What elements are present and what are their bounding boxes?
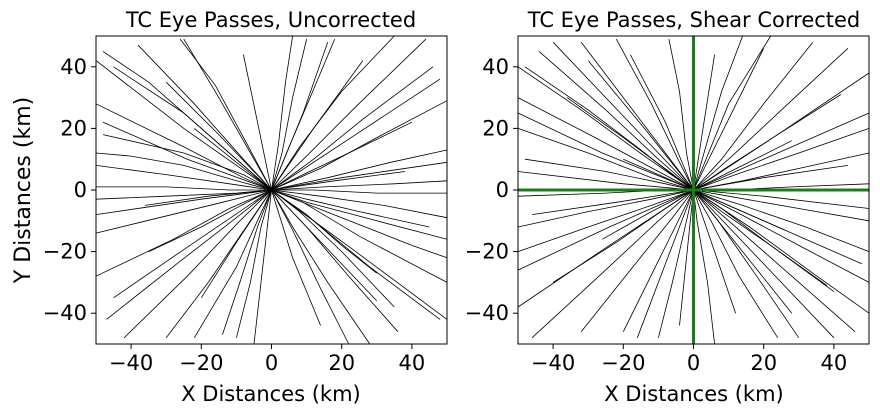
panel-shear-corrected-x-axis-label: X Distances (km) [604,382,784,406]
y-tick-label: −20 [43,240,87,264]
eye-pass-track-12 [531,48,849,339]
y-tick-label: −40 [43,301,87,325]
panel-uncorrected: TC Eye Passes, Uncorrected −40 −20 0 20 40 −… [43,8,448,406]
x-tick-label: −40 [109,351,153,375]
shared-y-axis-label: Y Distances (km) [11,97,36,284]
eye-pass-track-17 [148,121,413,252]
y-tick-label: −40 [465,301,509,325]
eye-pass-track-26 [102,121,448,259]
x-tick-label: 20 [328,351,355,375]
panel-uncorrected-x-ticks: −40 −20 0 20 40 [109,344,425,375]
y-tick-label: 20 [482,116,509,140]
y-tick-label: 0 [496,178,509,202]
eye-pass-track-28 [623,158,785,231]
x-tick-label: 40 [399,351,426,375]
x-tick-label: 20 [750,351,777,375]
eye-pass-track-17 [524,66,835,292]
x-tick-label: 0 [265,351,278,375]
y-tick-label: 40 [482,55,509,79]
x-tick-label: 40 [821,351,848,375]
y-tick-label: 20 [60,116,87,140]
panel-shear-corrected-x-ticks: −40 −20 0 20 40 [531,344,847,375]
x-tick-label: −20 [179,351,223,375]
x-tick-label: 0 [687,351,700,375]
panel-shear-corrected-y-ticks: −40 −20 0 20 40 [465,55,518,325]
panel-shear-corrected-reference-lines [518,36,869,344]
panel-uncorrected-title: TC Eye Passes, Uncorrected [125,8,416,32]
eye-pass-track-3 [165,35,395,339]
panel-uncorrected-tracks [95,35,448,345]
panel-shear-corrected-title: TC Eye Passes, Shear Corrected [527,8,861,32]
eye-pass-track-30 [194,128,378,274]
eye-pass-track-23 [95,152,430,228]
panel-shear-corrected-frame [517,35,870,345]
eye-pass-track-18 [102,51,395,308]
panel-uncorrected-x-axis-label: X Distances (km) [181,382,361,406]
panel-uncorrected-y-ticks: −40 −20 0 20 40 [43,55,96,325]
y-tick-label: 40 [60,55,87,79]
y-tick-label: 0 [74,178,87,202]
panel-uncorrected-frame [95,35,448,345]
x-tick-label: −40 [531,351,575,375]
y-tick-label: −20 [465,240,509,264]
panel-shear-corrected: TC Eye Passes, Shear Corrected −40 −20 0 20… [465,8,870,406]
x-tick-label: −20 [601,351,645,375]
